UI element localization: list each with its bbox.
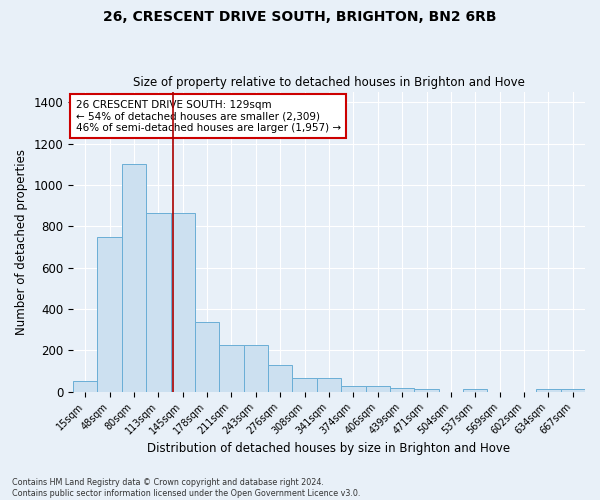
- Bar: [536, 390, 560, 392]
- Bar: [560, 390, 585, 392]
- Bar: [97, 237, 122, 392]
- Bar: [268, 365, 292, 392]
- Bar: [244, 344, 268, 392]
- Bar: [195, 322, 220, 392]
- Bar: [122, 164, 146, 392]
- Title: Size of property relative to detached houses in Brighton and Hove: Size of property relative to detached ho…: [133, 76, 525, 90]
- X-axis label: Distribution of detached houses by size in Brighton and Hove: Distribution of detached houses by size …: [148, 442, 511, 455]
- Text: 26, CRESCENT DRIVE SOUTH, BRIGHTON, BN2 6RB: 26, CRESCENT DRIVE SOUTH, BRIGHTON, BN2 …: [103, 10, 497, 24]
- Bar: [341, 386, 365, 392]
- Bar: [365, 386, 390, 392]
- Text: Contains HM Land Registry data © Crown copyright and database right 2024.
Contai: Contains HM Land Registry data © Crown c…: [12, 478, 361, 498]
- Text: 26 CRESCENT DRIVE SOUTH: 129sqm
← 54% of detached houses are smaller (2,309)
46%: 26 CRESCENT DRIVE SOUTH: 129sqm ← 54% of…: [76, 100, 341, 132]
- Bar: [317, 378, 341, 392]
- Bar: [170, 213, 195, 392]
- Bar: [415, 388, 439, 392]
- Bar: [463, 390, 487, 392]
- Bar: [73, 382, 97, 392]
- Bar: [292, 378, 317, 392]
- Bar: [390, 388, 415, 392]
- Y-axis label: Number of detached properties: Number of detached properties: [15, 149, 28, 335]
- Bar: [220, 344, 244, 392]
- Bar: [146, 213, 170, 392]
